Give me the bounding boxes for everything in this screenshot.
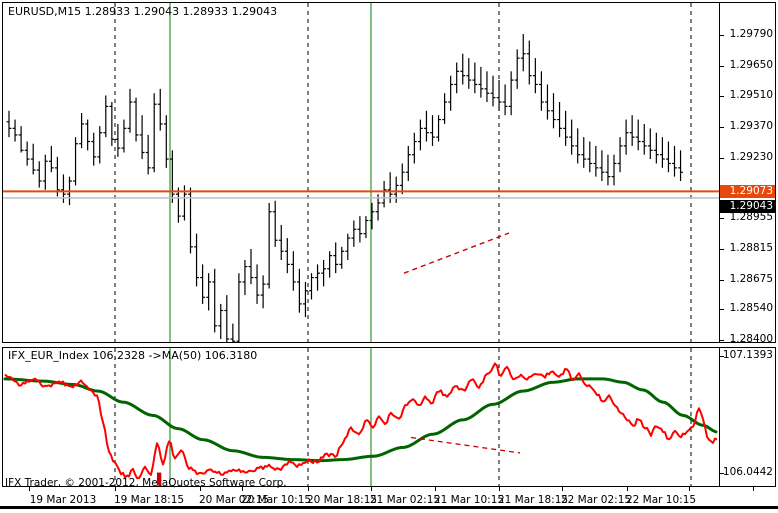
price-scale-label: 1.28815 (729, 241, 773, 254)
time-tick-0 (29, 487, 30, 491)
price-scale-label: 1.28675 (729, 272, 773, 285)
price-bars-group (6, 34, 683, 342)
time-axis-label: 22 Mar 02:15 (560, 494, 632, 506)
price-tick-0 (720, 35, 724, 36)
time-axis-label: 19 Mar 18:15 (113, 494, 185, 506)
indicator-scale-label: 106.0442 (722, 466, 773, 478)
bottom-border (0, 506, 778, 509)
time-tick-1 (115, 487, 116, 491)
indicator-tick-0 (720, 356, 724, 357)
ask-price-tag: 1.29043 (720, 199, 775, 213)
brand-logo-icon: ▌ (157, 473, 166, 486)
time-axis[interactable]: 19 Mar 2013 19 Mar 18:15 20 Mar 02:15 20 Ma… (0, 487, 778, 513)
price-tick-5 (720, 218, 724, 220)
indicator-tick-1 (720, 473, 724, 474)
price-tick-3 (720, 127, 724, 129)
price-scale-label: 1.29650 (729, 58, 773, 71)
price-scale-label: 1.29790 (729, 28, 773, 40)
time-axis-label: 21 Mar 18:15 (497, 494, 569, 506)
time-tick-extra-1 (753, 487, 754, 491)
bid-price-tag: 1.29073 (720, 185, 775, 199)
price-chart-canvas (3, 3, 719, 342)
time-axis-label: 22 Mar 10:15 (625, 494, 697, 506)
time-tick-2 (200, 487, 201, 491)
price-scale-label: 1.28540 (729, 302, 773, 315)
price-tick-8 (720, 309, 724, 311)
ma-50-line (3, 377, 718, 463)
indicator-chart-canvas (3, 348, 718, 486)
time-tick-5 (371, 487, 372, 491)
time-tick-8 (562, 487, 563, 491)
price-pane-header: EURUSD,M15 1.28933 1.29043 1.28933 1.290… (8, 5, 278, 18)
time-tick-7 (499, 487, 500, 491)
time-axis-label: 21 Mar 10:15 (433, 494, 505, 506)
indicator-pane-header: IFX_EUR_Index 106.2328 ->MA(50) 106.3180 (8, 349, 258, 362)
indicator-chart-pane[interactable]: IFX_EUR_Index 106.2328 ->MA(50) 106.3180 (2, 347, 720, 487)
time-axis-label: 19 Mar 2013 (29, 494, 97, 506)
indicator-scale-label: 107.1393 (722, 349, 773, 361)
price-scale-label: 1.29230 (729, 150, 773, 163)
price-chart-pane[interactable]: EURUSD,M15 1.28933 1.29043 1.28933 1.290… (2, 2, 720, 343)
price-scale-label: 1.29510 (729, 89, 773, 102)
indicator-scale-axis[interactable]: 107.1393 106.0442 (720, 347, 776, 487)
time-tick-6 (435, 487, 436, 491)
price-scale-axis[interactable]: 1.29790 1.29650 1.29510 1.29370 1.29230 1.289… (720, 2, 776, 345)
price-scale-label: 1.28400 (729, 333, 773, 345)
time-tick-4 (308, 487, 309, 491)
price-tick-4 (720, 157, 724, 159)
ifx-eur-index-line (4, 362, 718, 480)
price-support-trendline[interactable] (403, 232, 510, 274)
time-tick-9 (627, 487, 628, 491)
price-scale-label: 1.29370 (729, 120, 773, 133)
time-axis-label: 20 Mar 02:15 (198, 494, 270, 506)
price-tick-7 (720, 279, 724, 281)
time-axis-label: 21 Mar 02:15 (369, 494, 441, 506)
price-scale-label: 1.28955 (729, 211, 773, 224)
time-tick-extra-0 (689, 487, 690, 491)
time-axis-label: 20 Mar 18:15 (306, 494, 378, 506)
time-tick-3 (242, 487, 243, 491)
price-tick-9 (720, 340, 724, 341)
price-tick-6 (720, 248, 724, 250)
price-tick-2 (720, 96, 724, 98)
price-tick-1 (720, 65, 724, 67)
copyright-notice: IFX Trader, © 2001-2012, MetaQuotes Soft… (5, 477, 287, 489)
indicator-resistance-trendline[interactable] (410, 436, 521, 454)
time-axis-label: 20 Mar 10:15 (240, 494, 312, 506)
